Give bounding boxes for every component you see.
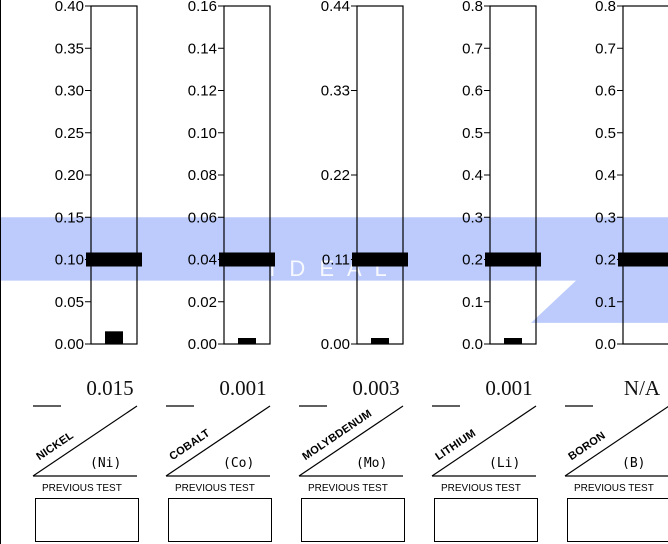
header-diagonal-line [431, 405, 537, 477]
tick-label: 0.4 [462, 167, 483, 184]
tick-label: 0.7 [462, 40, 483, 57]
header-diagonal-line [564, 405, 668, 477]
gauge-frame [356, 5, 404, 345]
previous-test-label: PREVIOUS TEST [574, 483, 654, 494]
tick-label: 0.3 [595, 209, 616, 226]
previous-test-label: PREVIOUS TEST [441, 483, 521, 494]
tick-label: 0.25 [55, 125, 84, 142]
previous-test-box [301, 498, 405, 542]
value-label: 0.001 [485, 376, 533, 400]
previous-test-box [434, 498, 538, 542]
tick-label: 0.20 [55, 167, 84, 184]
tick-label: 0.4 [595, 167, 616, 184]
tick-label: 0.0 [595, 336, 616, 353]
previous-test-box [168, 498, 272, 542]
tick-label: 0.00 [321, 336, 350, 353]
tick-label: 0.6 [462, 83, 483, 100]
value-bar [371, 338, 389, 344]
tick-label: 0.11 [322, 252, 350, 269]
ideal-marker-bar [219, 252, 275, 267]
header-diagonal-line [32, 405, 138, 477]
tick-label: 0.8 [462, 0, 483, 15]
tick-label: 0.5 [595, 125, 616, 142]
tick-label: 0.2 [595, 252, 616, 269]
gauge-cobalt: 0.00 0.02 0.04 0.06 0.08 0.10 0.12 0.14 0.16 [165, 0, 275, 477]
tick-label: 0.0 [462, 336, 483, 353]
ideal-band-layer: I D E A L [0, 217, 668, 323]
tick-label: 0.15 [55, 209, 84, 226]
gauge-nickel: 0.00 0.05 0.10 0.15 0.20 0.25 0.30 0.35 0.40 [32, 0, 142, 477]
tick-label: 0.7 [595, 40, 616, 57]
tick-label: 0.33 [321, 83, 350, 100]
value-label: 0.001 [219, 376, 267, 400]
tick-label: 0.44 [321, 0, 350, 15]
tick-label: 0.04 [188, 252, 217, 269]
tick-label: 0.05 [55, 294, 84, 311]
previous-test-label: PREVIOUS TEST [42, 483, 122, 494]
ideal-range-band [0, 217, 668, 323]
tick-label: 0.16 [188, 0, 217, 15]
tick-label: 0.08 [188, 167, 217, 184]
previous-test-box [567, 498, 668, 542]
tick-label: 0.1 [595, 294, 616, 311]
tick-label: 0.1 [462, 294, 483, 311]
gauge-frame [489, 5, 537, 345]
value-bar [238, 338, 256, 344]
previous-test-box [35, 498, 139, 542]
element-symbol-label: (B) [622, 456, 646, 471]
tick-label: 0.14 [188, 40, 217, 57]
tick-label: 0.8 [595, 0, 616, 15]
tick-label: 0.30 [55, 83, 84, 100]
tick-label: 0.00 [55, 336, 84, 353]
value-label: 0.015 [86, 376, 134, 400]
tick-label: 0.40 [55, 0, 84, 15]
element-symbol-label: (Li) [489, 456, 521, 471]
ideal-marker-bar [618, 252, 668, 267]
gauge-molybdenum: 0.00 0.11 0.22 0.33 0.44 [298, 0, 408, 477]
previous-test-label: PREVIOUS TEST [175, 483, 255, 494]
tick-label: 0.2 [462, 252, 483, 269]
tick-label: 0.3 [462, 209, 483, 226]
ideal-marker-bar [86, 252, 142, 267]
element-symbol-label: (Co) [223, 456, 255, 471]
value-label: N/A [623, 376, 661, 400]
tick-label: 0.00 [188, 336, 217, 353]
ideal-marker-bar [485, 252, 541, 267]
tick-label: 0.10 [55, 252, 84, 269]
previous-test-label: PREVIOUS TEST [308, 483, 388, 494]
header-diagonal-line [165, 405, 271, 477]
value-label: 0.003 [352, 376, 400, 400]
tick-label: 0.5 [462, 125, 483, 142]
tick-label: 0.35 [55, 40, 84, 57]
tick-label: 0.10 [188, 125, 217, 142]
gauge-layer: 0.000.050.100.150.200.250.300.350.400.00… [32, 0, 668, 477]
ideal-marker-bar [352, 252, 408, 267]
tick-label: 0.02 [188, 294, 217, 311]
value-bar [105, 331, 123, 344]
value-bar [504, 338, 522, 344]
header-diagonal-line [298, 405, 404, 477]
tick-label: 0.06 [188, 209, 217, 226]
tick-label: 0.6 [595, 83, 616, 100]
page-border [0, 0, 1, 544]
gauge-lithium: 0.0 0.1 0.2 0.3 0.4 0.5 0.6 0.7 0.8 [431, 0, 541, 477]
gauge-frame [223, 5, 271, 345]
tick-label: 0.12 [188, 83, 217, 100]
element-symbol-label: (Ni) [90, 456, 122, 471]
gauge-boron: 0.0 0.1 0.2 0.3 0.4 0.5 0.6 0.7 0.8 [564, 0, 668, 477]
tick-label: 0.22 [321, 167, 350, 184]
gauge-frame [90, 5, 138, 345]
element-symbol-label: (Mo) [356, 456, 388, 471]
